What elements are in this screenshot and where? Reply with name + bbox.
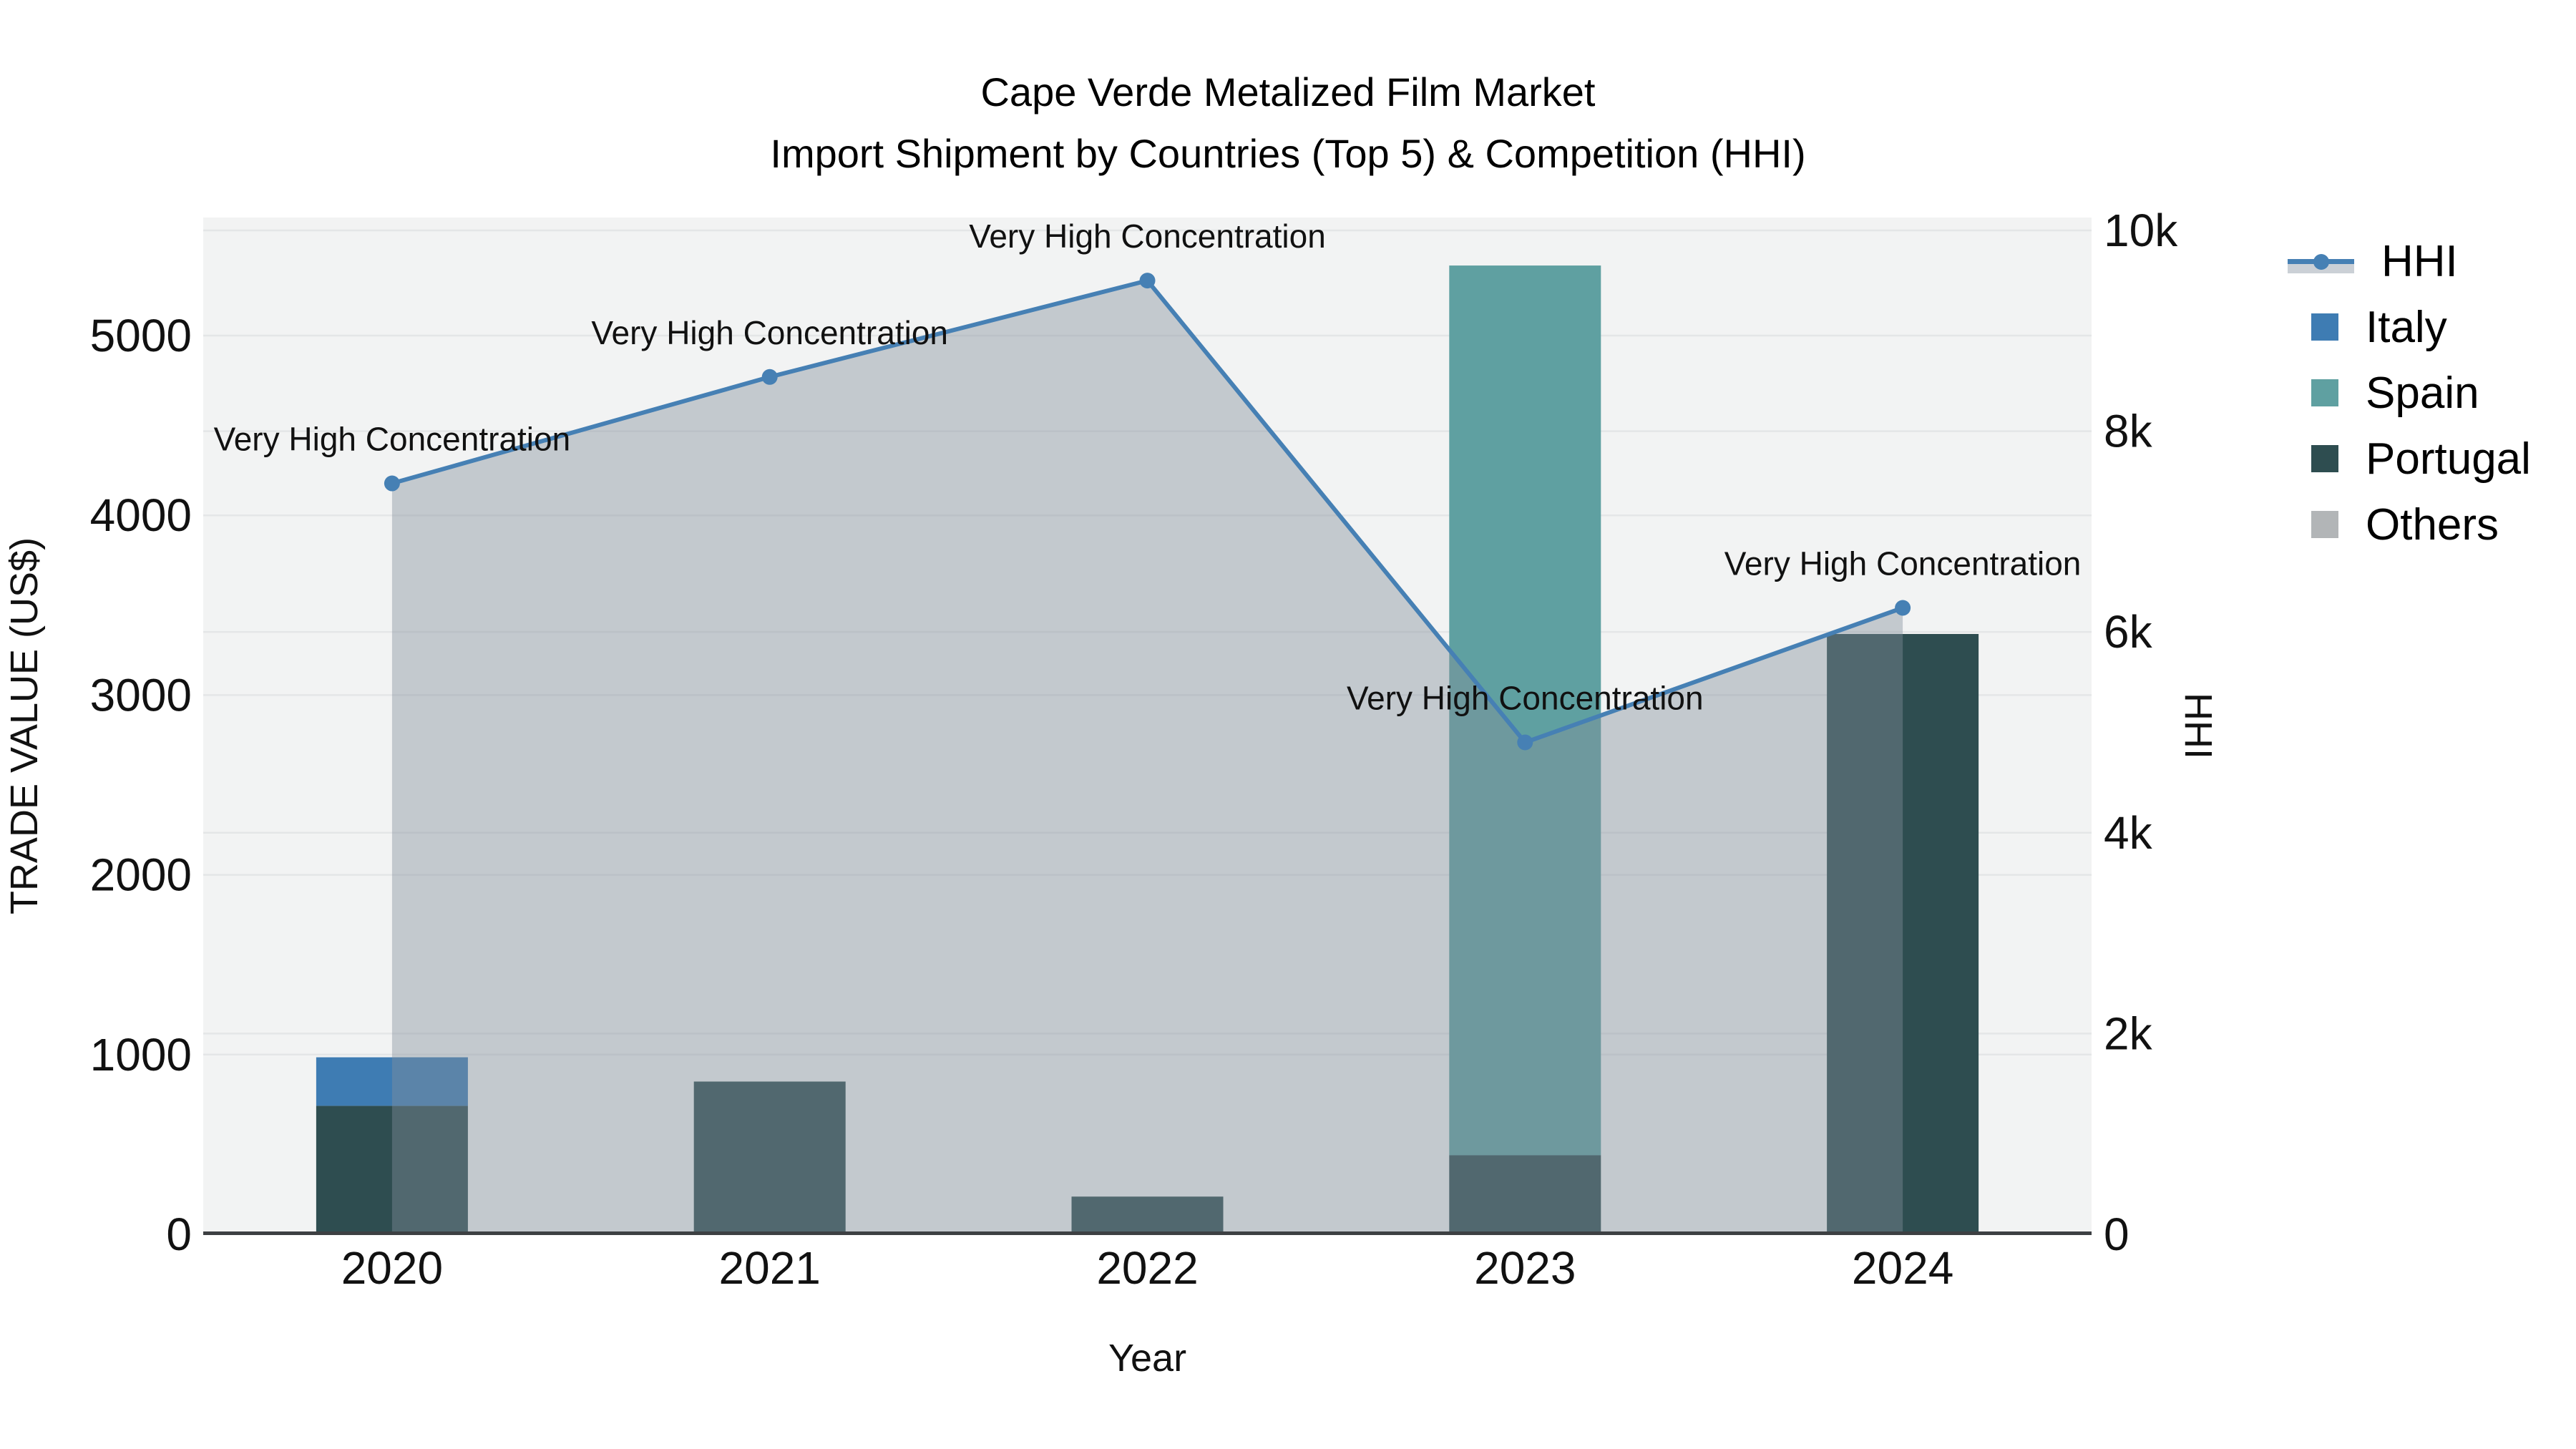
bar-segment-portugal-2023[interactable] — [1449, 1155, 1601, 1234]
legend-swatch-icon — [2311, 511, 2338, 538]
legend-label: Spain — [2366, 368, 2479, 418]
hhi-marker-2024[interactable] — [1895, 600, 1911, 616]
hhi-line-icon — [2288, 247, 2354, 275]
y-right-tick-label-6k: 6k — [2104, 606, 2153, 658]
legend-item-others[interactable]: Others — [2288, 492, 2531, 557]
y-right-tick-label-8k: 8k — [2104, 406, 2153, 457]
y-left-tick-label-3000: 3000 — [90, 669, 192, 721]
x-tick-label-2020: 2020 — [341, 1242, 443, 1294]
y-right-tick-label-10k: 10k — [2104, 205, 2178, 256]
y-left-tick-label-0: 0 — [166, 1209, 192, 1260]
plot-background[interactable] — [203, 218, 2092, 1234]
y-left-tick-label-5000: 5000 — [90, 310, 192, 361]
legend: HHI Italy Spain Portugal Others — [2288, 228, 2531, 557]
bar-segment-portugal-2022[interactable] — [1071, 1196, 1224, 1234]
x-tick-label-2022: 2022 — [1096, 1242, 1198, 1294]
y-left-tick-label-4000: 4000 — [90, 489, 192, 541]
y-left-axis-title: TRADE VALUE (US$) — [3, 537, 46, 914]
x-tick-label-2024: 2024 — [1852, 1242, 1953, 1294]
bar-segment-portugal-2024[interactable] — [1827, 634, 1979, 1234]
legend-item-hhi[interactable]: HHI — [2288, 228, 2531, 294]
annotation-2023: Very High Concentration — [1347, 680, 1704, 717]
bar-segment-portugal-2020[interactable] — [316, 1106, 468, 1234]
hhi-marker-2023[interactable] — [1517, 734, 1533, 751]
legend-label: HHI — [2381, 236, 2458, 286]
y-right-tick-label-4k: 4k — [2104, 807, 2153, 859]
hhi-marker-2020[interactable] — [384, 475, 400, 492]
annotation-2020: Very High Concentration — [214, 421, 571, 458]
bar-segment-portugal-2021[interactable] — [693, 1081, 846, 1234]
annotation-2024: Very High Concentration — [1724, 545, 2082, 582]
y-right-tick-label-2k: 2k — [2104, 1008, 2153, 1059]
legend-label: Italy — [2366, 302, 2447, 352]
legend-item-spain[interactable]: Spain — [2288, 360, 2531, 426]
hhi-marker-2021[interactable] — [761, 369, 778, 385]
bar-segment-spain-2023[interactable] — [1449, 265, 1601, 1156]
bar-segment-italy-2020[interactable] — [316, 1057, 468, 1106]
annotation-2021: Very High Concentration — [591, 314, 948, 351]
legend-swatch-icon — [2311, 313, 2338, 341]
y-left-tick-label-1000: 1000 — [90, 1029, 192, 1080]
legend-label: Portugal — [2366, 434, 2531, 484]
x-tick-label-2023: 2023 — [1474, 1242, 1576, 1294]
legend-label: Others — [2366, 499, 2499, 550]
legend-item-italy[interactable]: Italy — [2288, 294, 2531, 360]
annotation-2022: Very High Concentration — [969, 218, 1326, 255]
hhi-area-fill — [391, 280, 1903, 1235]
y-left-tick-label-2000: 2000 — [90, 849, 192, 901]
hhi-marker-2022[interactable] — [1139, 273, 1156, 289]
x-axis-title: Year — [1108, 1337, 1186, 1380]
x-tick-label-2021: 2021 — [719, 1242, 821, 1294]
legend-item-portugal[interactable]: Portugal — [2288, 426, 2531, 492]
legend-swatch-icon — [2311, 379, 2338, 406]
y-right-axis-title: HHI — [2177, 693, 2220, 759]
y-right-tick-label-0: 0 — [2104, 1209, 2129, 1260]
legend-swatch-icon — [2311, 445, 2338, 472]
